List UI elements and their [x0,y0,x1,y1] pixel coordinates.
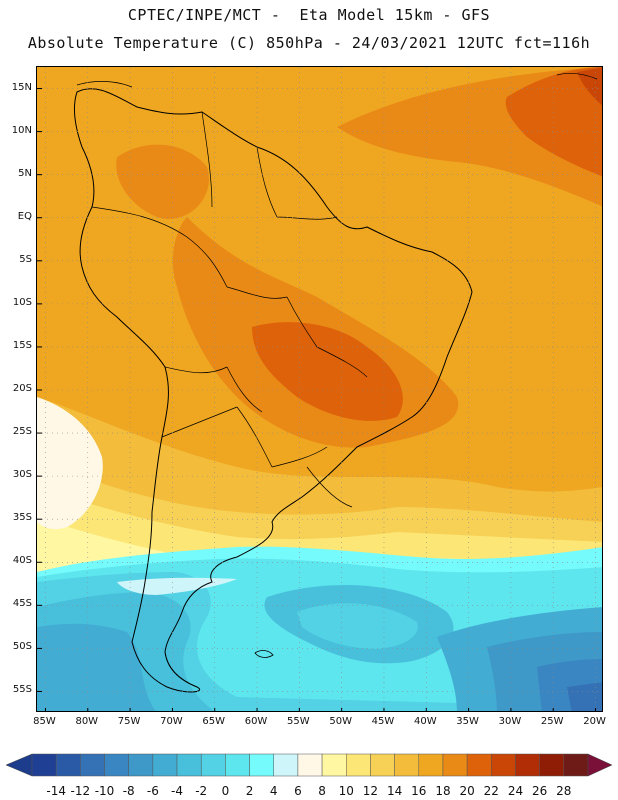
lat-tick-label: EQ [17,210,32,222]
colorbar-segment [539,753,565,777]
colorbar-segment [225,753,250,777]
colorbar-tick-label: 26 [532,784,548,798]
colorbar-tick-label: 24 [507,784,524,798]
colorbar-tick-label: 4 [269,784,278,798]
colorbar-segment [442,753,468,777]
lon-tick-label: 40W [413,716,437,727]
country-borders [91,111,368,508]
colorbar-segment [394,753,420,777]
colorbar-segment [515,753,540,777]
colorbar-segment [563,753,589,777]
lat-tick-label: 40S [12,555,32,567]
colorbar-segment [466,753,492,777]
colorbar-segment [370,753,395,777]
lat-tick-label: 55S [12,684,32,696]
colorbar-tick-label: 22 [483,784,499,798]
lat-tick-label: 10S [12,296,32,308]
colorbar-segment [418,753,444,777]
lat-tick-label: 30S [12,469,32,481]
field-south-cold-inner-ring [297,603,418,649]
colorbar-segment [80,753,105,777]
colorbar-segment [297,753,323,777]
lon-tick-label: 65W [202,716,226,727]
colorbar-segment [31,753,57,777]
field-southeast-cold-blue-4 [567,682,602,711]
colorbar-segment [104,753,129,777]
colorbar-tick-label: -2 [195,784,208,798]
field-north-warm-spot [116,144,209,219]
colorbar-low-arrow [5,753,33,777]
lon-tick-label: 30W [498,716,522,727]
colorbar-tick-label: -6 [146,784,159,798]
colorbar-tick-label: 10 [338,784,354,798]
colorbar-tick-label: 12 [362,784,379,798]
lat-tick-label: 45S [12,598,32,610]
colorbar-tick-label: -10 [94,784,115,798]
colorbar-tick-label: 6 [294,784,302,798]
field-cream-patch [37,397,103,530]
temperature-map-svg [37,67,602,711]
temperature-map [36,66,603,712]
colorbar-segment [273,753,299,777]
colorbar-segment [152,753,178,777]
map-title-field: Absolute Temperature (C) 850hPa - 24/03/… [27,34,591,52]
lon-tick-label: 35W [456,716,479,727]
colorbar-tick-label: -14 [46,784,66,798]
field-northeast-hotter-core [577,67,602,106]
lon-tick-label: 25W [540,716,564,727]
colorbar-tick-label: 2 [245,784,254,798]
colorbar-tick-label: 0 [221,784,230,798]
lat-tick-label: 5S [19,253,32,265]
lat-tick-label: 20S [12,383,32,394]
field-south-cold-blue-3 [37,623,156,711]
lat-tick-label: 15S [12,339,32,351]
colorbar-segment [321,753,347,777]
lat-tick-label: 25S [12,426,32,438]
colorbar-segment [346,753,371,777]
lon-tick-label: 20W [583,716,606,727]
caribbean-islands [76,73,598,88]
colorbar-tick-label: 20 [459,784,475,798]
colorbar-tick-label: 14 [386,784,403,798]
field-brazil-hot-zone [252,322,403,421]
colorbar-high-arrow [587,753,613,777]
lon-tick-label: 55W [287,716,310,727]
colorbar-segment [176,753,202,777]
lat-tick-label: 10N [11,124,32,136]
lon-tick-label: 45W [371,716,395,727]
lon-tick-label: 75W [117,716,141,727]
colorbar-segment [200,753,226,777]
lon-tick-label: 70W [160,716,183,727]
lat-tick-label: 5N [18,167,32,179]
field-northeast-hot-core [505,67,602,177]
colorbar-segment [491,753,516,777]
lon-tick-label: 60W [244,716,268,727]
falkland-islands [254,650,274,658]
field-central-pale-cyan [117,577,237,595]
lon-tick-label: 85W [33,716,56,727]
lat-tick-label: 50S [12,641,32,653]
lat-tick-label: 35S [12,512,32,524]
colorbar-segment [55,753,81,777]
colorbar-tick-label: 28 [556,784,572,798]
colorbar-tick-label: -4 [171,784,184,798]
colorbar-tick-label: -8 [122,784,135,798]
colorbar-segment [249,753,274,777]
lat-tick-label: 15N [11,81,32,93]
map-title-model: CPTEC/INPE/MCT - Eta Model 15km - GFS [127,6,491,24]
colorbar-tick-label: 18 [435,784,451,798]
colorbar-tick-label: 16 [411,784,427,798]
temperature-colorbar [5,753,613,777]
colorbar-tick-label: 8 [318,784,326,798]
lon-tick-label: 80W [75,716,99,727]
colorbar-segment [128,753,154,777]
colorbar-tick-label: -12 [70,784,91,798]
lon-tick-label: 50W [329,716,352,727]
